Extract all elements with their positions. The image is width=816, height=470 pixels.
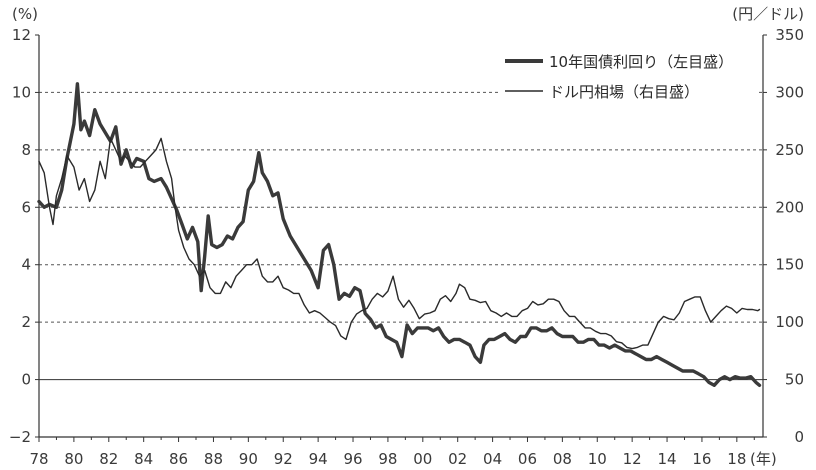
y-left-tick-label: 10 (12, 83, 31, 101)
legend-background (500, 81, 758, 103)
axes (38, 35, 764, 438)
x-tick-label: 98 (378, 450, 397, 468)
y-left-tick-label: 12 (12, 26, 31, 44)
x-tick-label: 80 (64, 450, 83, 468)
svg-text:(%): (%) (12, 5, 38, 23)
y-right-tick-label: 350 (775, 26, 804, 44)
x-axis-ticks: 78 80 82 84 86 88 90 92 94 96 98 00 02 04 06 08 10 12 14 16… (29, 437, 777, 468)
x-tick-label: 14 (658, 450, 677, 468)
series-lines (37, 82, 762, 387)
x-tick-label: 78 (29, 450, 48, 468)
y-left-tick-label: 0 (21, 371, 31, 389)
right-unit-label: (円／ドル) (732, 5, 804, 23)
svg-text:(円／ドル): (円／ドル) (732, 5, 804, 23)
x-tick-label: 92 (274, 450, 293, 468)
y-left-tick-label: 8 (21, 141, 31, 159)
y-right-tick-label: 0 (794, 428, 804, 446)
y-axis-left-ticks: −2 0 2 4 6 8 10 12 (9, 26, 39, 446)
gridlines (39, 91, 763, 381)
x-tick-label: 18 (727, 450, 746, 468)
x-tick-label: 10 (588, 450, 607, 468)
y-right-tick-label: 250 (775, 141, 804, 159)
left-unit-label: (%) (12, 5, 38, 23)
series-line-jgb10y (37, 82, 762, 387)
y-left-tick-label: −2 (9, 428, 31, 446)
x-tick-label: 88 (204, 450, 223, 468)
x-tick-label: 12 (623, 450, 642, 468)
y-right-tick-label: 200 (775, 198, 804, 216)
x-tick-label: 04 (483, 450, 502, 468)
y-left-tick-label: 2 (21, 313, 31, 331)
x-tick-label: 06 (518, 450, 537, 468)
legend-label: 10年国債利回り（左目盛） (549, 53, 733, 71)
legend-background (500, 51, 758, 73)
legend-label: ドル円相場（右目盛） (549, 83, 699, 101)
x-tick-label: 90 (239, 450, 258, 468)
y-left-tick-label: 6 (21, 198, 31, 216)
x-tick-label: 00 (413, 450, 432, 468)
y-left-tick-label: 4 (21, 256, 31, 274)
x-unit-label: (年) (750, 450, 777, 468)
x-tick-label: 96 (343, 450, 362, 468)
x-tick-label: 08 (553, 450, 572, 468)
legend: 10年国債利回り（左目盛） ドル円相場（右目盛） (500, 51, 758, 103)
y-right-tick-label: 50 (785, 371, 804, 389)
x-tick-label: 86 (169, 450, 188, 468)
y-axis-right-ticks: 0 50 100 150 200 250 300 350 (763, 26, 804, 446)
x-tick-label: 94 (309, 450, 328, 468)
y-right-tick-label: 300 (775, 83, 804, 101)
x-tick-label: 16 (692, 450, 711, 468)
x-tick-label: 84 (134, 450, 153, 468)
y-right-tick-label: 150 (775, 256, 804, 274)
y-right-tick-label: 100 (775, 313, 804, 331)
x-tick-label: 82 (99, 450, 118, 468)
x-tick-label: 02 (448, 450, 467, 468)
series-line-usdjpy (38, 137, 761, 350)
